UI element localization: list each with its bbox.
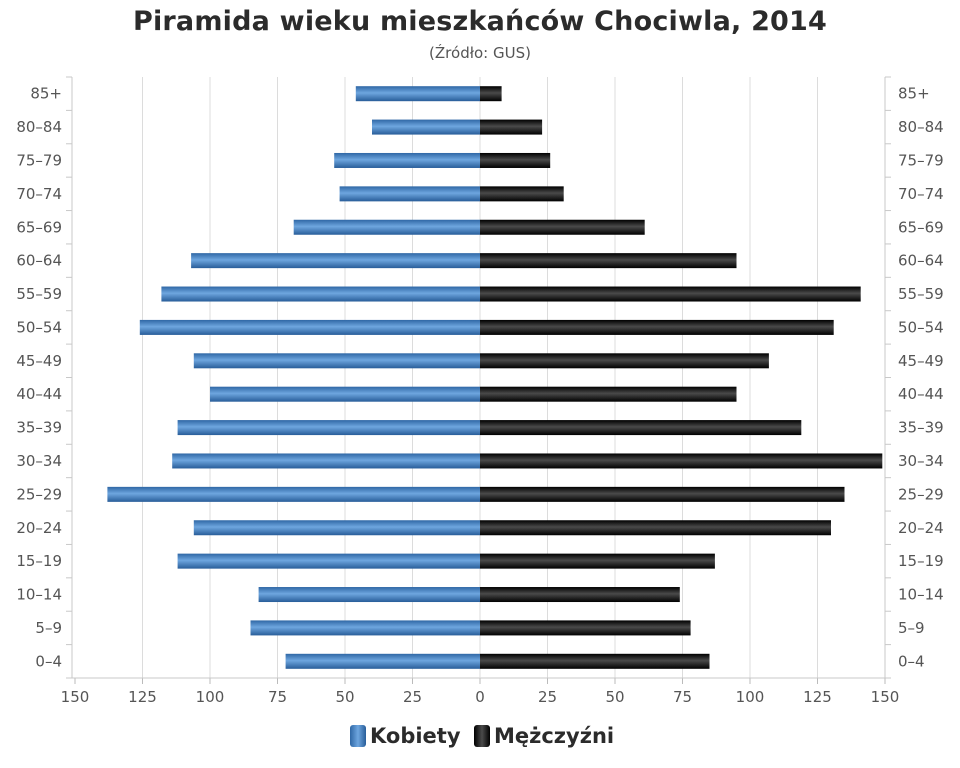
bar-mezczyzni	[480, 653, 710, 669]
bar-kobiety	[258, 587, 480, 603]
y-tick-label-right: 40–44	[898, 385, 944, 403]
x-tick-label: 100	[196, 688, 225, 706]
y-tick-label-right: 35–39	[898, 419, 944, 437]
y-tick-label-left: 15–19	[16, 552, 62, 570]
legend-swatch-kobiety	[350, 725, 366, 747]
bar-kobiety	[372, 119, 480, 135]
y-tick-label-right: 85+	[898, 85, 930, 103]
bar-mezczyzni	[480, 86, 502, 102]
bar-mezczyzni	[480, 186, 564, 202]
bar-kobiety	[177, 553, 480, 569]
axis-layer	[66, 76, 891, 684]
legend-label-mezczyzni: Mężczyźni	[494, 724, 615, 748]
x-tick-label: 100	[736, 688, 765, 706]
y-tick-label-left: 70–74	[16, 185, 62, 203]
bar-mezczyzni	[480, 253, 737, 269]
y-tick-label-right: 45–49	[898, 352, 944, 370]
x-tick-label: 50	[335, 688, 354, 706]
legend-swatch-mezczyzni	[474, 725, 490, 747]
y-tick-label-right: 60–64	[898, 252, 944, 270]
bar-mezczyzni	[480, 587, 680, 603]
bar-kobiety	[172, 453, 480, 469]
x-tick-label: 125	[803, 688, 832, 706]
y-tick-label-right: 65–69	[898, 218, 944, 236]
y-tick-label-left: 55–59	[16, 285, 62, 303]
bar-mezczyzni	[480, 520, 831, 536]
y-tick-label-left: 0–4	[35, 652, 62, 670]
bar-mezczyzni	[480, 219, 645, 235]
bar-kobiety	[293, 219, 480, 235]
y-tick-label-right: 25–29	[898, 485, 944, 503]
y-tick-label-left: 20–24	[16, 519, 62, 537]
legend: Kobiety Mężczyźni	[0, 721, 960, 751]
y-tick-label-left: 50–54	[16, 318, 62, 336]
x-tick-label: 25	[403, 688, 422, 706]
y-tick-label-left: 80–84	[16, 118, 62, 136]
bar-kobiety	[177, 420, 480, 436]
x-tick-label: 150	[61, 688, 90, 706]
bar-kobiety	[139, 319, 481, 335]
y-tick-label-right: 10–14	[898, 586, 944, 604]
bar-kobiety	[193, 353, 481, 369]
legend-item-kobiety[interactable]: Kobiety	[350, 721, 461, 751]
legend-label-kobiety: Kobiety	[370, 724, 461, 748]
bar-mezczyzni	[480, 286, 861, 302]
bar-mezczyzni	[480, 620, 691, 636]
x-tick-label: 150	[871, 688, 900, 706]
y-tick-label-left: 30–34	[16, 452, 62, 470]
y-tick-label-right: 80–84	[898, 118, 944, 136]
bar-mezczyzni	[480, 453, 883, 469]
labels-layer: 150 125 100 75 50 25 0 25 50 75 100 125 150 85+ 85+ 80–…	[16, 85, 943, 706]
bar-kobiety	[191, 253, 480, 269]
y-tick-label-left: 25–29	[16, 485, 62, 503]
y-tick-label-right: 55–59	[898, 285, 944, 303]
y-tick-label-right: 70–74	[898, 185, 944, 203]
x-tick-label: 50	[605, 688, 624, 706]
bar-kobiety	[339, 186, 480, 202]
y-tick-label-left: 85+	[30, 85, 62, 103]
bar-kobiety	[250, 620, 480, 636]
y-tick-label-left: 40–44	[16, 385, 62, 403]
y-tick-label-left: 35–39	[16, 419, 62, 437]
bars-layer	[107, 86, 883, 669]
y-tick-label-left: 60–64	[16, 252, 62, 270]
y-tick-label-right: 5–9	[898, 619, 925, 637]
x-tick-label: 75	[268, 688, 287, 706]
y-tick-label-left: 10–14	[16, 586, 62, 604]
bar-kobiety	[285, 653, 480, 669]
bar-kobiety	[107, 486, 481, 502]
y-tick-label-right: 30–34	[898, 452, 944, 470]
x-tick-label: 75	[673, 688, 692, 706]
x-tick-label: 0	[475, 688, 485, 706]
y-tick-label-right: 0–4	[898, 652, 925, 670]
bar-kobiety	[334, 152, 480, 168]
y-tick-label-right: 75–79	[898, 151, 944, 169]
bar-kobiety	[210, 386, 480, 402]
bar-kobiety	[193, 520, 481, 536]
y-tick-label-right: 20–24	[898, 519, 944, 537]
chart-title: Piramida wieku mieszkańców Chociwla, 201…	[132, 6, 828, 37]
y-tick-label-left: 45–49	[16, 352, 62, 370]
y-tick-label-left: 65–69	[16, 218, 62, 236]
y-tick-label-left: 75–79	[16, 151, 62, 169]
bar-mezczyzni	[480, 553, 715, 569]
bar-mezczyzni	[480, 420, 802, 436]
y-tick-label-left: 5–9	[35, 619, 62, 637]
legend-item-mezczyzni[interactable]: Mężczyźni	[474, 721, 614, 751]
chart-subtitle: (Źródło: GUS)	[429, 44, 531, 62]
bar-mezczyzni	[480, 119, 543, 135]
y-tick-label-right: 50–54	[898, 318, 944, 336]
bar-kobiety	[161, 286, 480, 302]
bar-mezczyzni	[480, 353, 769, 369]
bar-mezczyzni	[480, 486, 845, 502]
bar-mezczyzni	[480, 152, 551, 168]
y-tick-label-right: 15–19	[898, 552, 944, 570]
x-tick-label: 25	[538, 688, 557, 706]
bar-kobiety	[355, 86, 480, 102]
bar-mezczyzni	[480, 319, 834, 335]
bar-mezczyzni	[480, 386, 737, 402]
x-tick-label: 125	[128, 688, 157, 706]
